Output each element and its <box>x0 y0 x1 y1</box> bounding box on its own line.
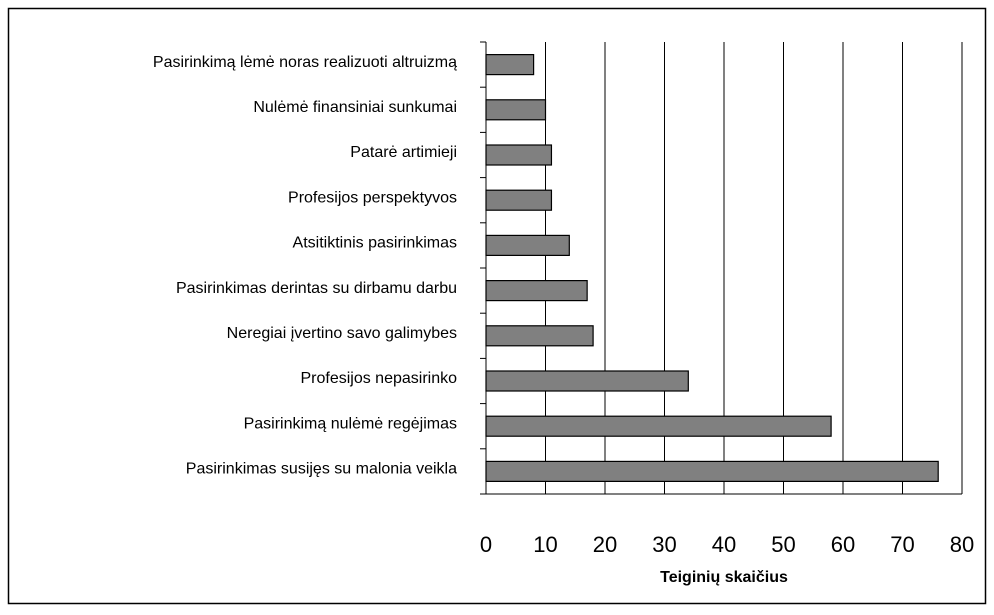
y-tick-label: Profesijos perspektyvos <box>288 189 457 206</box>
y-tick-label: Neregiai įvertino savo galimybes <box>227 325 457 342</box>
y-tick-label: Atsitiktinis pasirinkimas <box>293 235 457 252</box>
bar <box>485 370 689 392</box>
bar <box>485 144 553 166</box>
bar <box>485 415 832 437</box>
x-tick-label: 50 <box>771 532 795 557</box>
bar <box>485 99 547 121</box>
x-tick-label: 20 <box>593 532 617 557</box>
bar <box>485 234 570 256</box>
bar <box>485 460 939 482</box>
y-tick-label: Pasirinkimą lėmė noras realizuoti altrui… <box>153 54 457 71</box>
x-tick-label: 30 <box>652 532 676 557</box>
x-tick-label: 80 <box>950 532 974 557</box>
x-tick-label: 10 <box>533 532 557 557</box>
y-tick-label: Patarė artimieji <box>350 144 457 161</box>
bar <box>485 280 588 302</box>
y-tick-label: Pasirinkimas susijęs su malonia veikla <box>186 461 457 478</box>
y-tick-label: Pasirinkimas derintas su dirbamu darbu <box>176 280 457 297</box>
y-tick-label: Pasirinkimą nulėmė regėjimas <box>244 415 457 432</box>
x-tick-label: 60 <box>831 532 855 557</box>
frame <box>7 7 987 605</box>
x-tick-label: 40 <box>712 532 736 557</box>
y-tick-label: Profesijos nepasirinko <box>300 370 457 387</box>
x-tick-label: 70 <box>890 532 914 557</box>
bar <box>485 325 594 347</box>
y-tick-label: Nulėmė finansiniai sunkumai <box>253 99 457 116</box>
bar <box>485 189 553 211</box>
x-tick-label: 0 <box>480 532 492 557</box>
bar <box>485 53 535 76</box>
x-axis-title: Teiginių skaičius <box>660 569 788 586</box>
